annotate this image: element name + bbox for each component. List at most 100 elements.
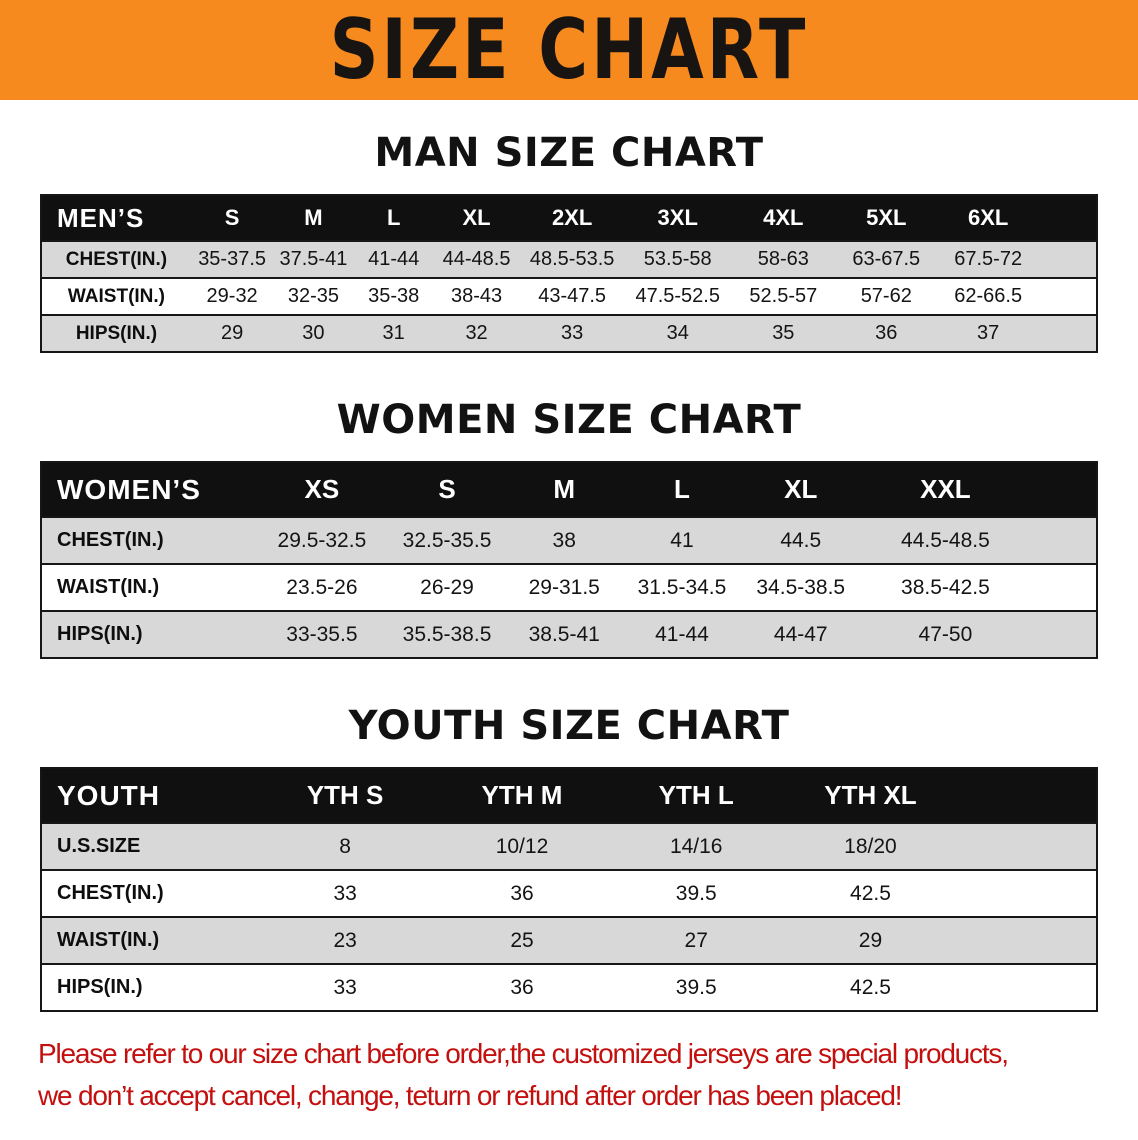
size-header-cell: L (353, 195, 434, 241)
size-header-cell: 3XL (624, 195, 731, 241)
value-cell: 25 (510, 928, 534, 952)
value-cell: 33-35.5 (286, 622, 358, 646)
table-title-cell: YOUTH (41, 768, 256, 823)
value-cell: 39.5 (675, 881, 717, 905)
table-title-cell: WOMEN’S (41, 462, 256, 517)
size-header-cell: XXL (860, 462, 1031, 517)
value-cell: 41-44 (368, 248, 420, 270)
size-header-cell: 2XL (519, 195, 625, 241)
value-cell: 33 (333, 975, 357, 999)
order-notice: Please refer to our size chart before or… (0, 1012, 1138, 1140)
section-women: WOMEN SIZE CHART WOMEN’S XS S M L XL XXL CHEST(I… (0, 397, 1138, 659)
value-cell: 67.5-72 (954, 248, 1023, 270)
value-cell: 37.5-41 (279, 248, 348, 270)
value-cell: 8 (339, 834, 351, 858)
filler-cell (958, 823, 1097, 870)
table-row: WAIST(IN.) 29-32 32-35 35-38 38-43 43-47.5 47.… (41, 278, 1097, 315)
notice-line-2: we don’t accept cancel, change, teturn o… (38, 1080, 903, 1111)
table-row: HIPS(IN.) 33-35.5 35.5-38.5 38.5-41 41-44 44-… (41, 611, 1097, 658)
value-cell: 35.5-38.5 (402, 622, 492, 646)
value-cell: 44-47 (773, 622, 828, 646)
value-cell: 35 (772, 322, 795, 344)
table-row: U.S.SIZE 8 10/12 14/16 18/20 (41, 823, 1097, 870)
value-cell: 38 (552, 528, 576, 552)
value-cell: 18/20 (844, 834, 897, 858)
filler-cell (1030, 611, 1097, 658)
title-banner: SIZE CHART (0, 0, 1138, 100)
table-row: CHEST(IN.) 33 36 39.5 42.5 (41, 870, 1097, 917)
row-label-cell: WAIST(IN.) (67, 285, 166, 307)
value-cell: 47-50 (918, 622, 973, 646)
value-cell: 23.5-26 (286, 575, 358, 599)
value-cell: 14/16 (669, 834, 723, 858)
header-row: YOUTH YTH S YTH M YTH L YTH XL (41, 768, 1097, 823)
size-header-cell: S (388, 462, 506, 517)
row-label-cell: CHEST(IN.) (57, 529, 164, 551)
men-section-heading: MAN SIZE CHART (374, 130, 764, 176)
value-cell: 29 (858, 928, 883, 952)
table-row: HIPS(IN.) 29 30 31 32 33 34 35 36 37 (41, 315, 1097, 352)
value-cell: 48.5-53.5 (529, 248, 615, 270)
size-header-cell: S (190, 195, 274, 241)
value-cell: 42.5 (850, 975, 891, 999)
value-cell: 32-35 (287, 285, 339, 307)
row-label-cell: HIPS(IN.) (57, 976, 143, 998)
value-cell: 32.5-35.5 (402, 528, 492, 552)
table-title-cell: MEN’S (41, 195, 191, 241)
value-cell: 58-63 (757, 248, 809, 270)
filler-cell (1030, 462, 1097, 517)
value-cell: 39.5 (675, 975, 717, 999)
row-label-cell: U.S.SIZE (57, 835, 141, 857)
value-cell: 57-62 (860, 285, 912, 307)
youth-size-table: YOUTH YTH S YTH M YTH L YTH XL U.S.SIZE 8 10/12… (40, 767, 1098, 1012)
row-label-cell: HIPS(IN.) (75, 322, 158, 344)
filler-cell (958, 870, 1097, 917)
value-cell: 52.5-57 (749, 285, 818, 307)
value-cell: 32 (465, 322, 488, 344)
filler-cell (1039, 195, 1097, 241)
filler-cell (957, 768, 1097, 823)
page-title: SIZE CHART (329, 1, 809, 99)
size-header-cell: YTH L (609, 768, 784, 823)
row-label-cell: HIPS(IN.) (57, 623, 143, 645)
value-cell: 26-29 (420, 575, 474, 599)
value-cell: 30 (302, 322, 325, 344)
size-header-cell: 5XL (836, 195, 937, 241)
value-cell: 38-43 (450, 285, 503, 307)
men-size-table: MEN’S S M L XL 2XL 3XL 4XL 5XL 6XL CHEST(IN.) 35-37… (40, 194, 1098, 353)
value-cell: 43-47.5 (538, 285, 607, 307)
notice-line-1: Please refer to our size chart before or… (38, 1038, 1009, 1069)
size-chart-sections: MAN SIZE CHART MEN’S S M L XL 2XL 3XL 4XL 5XL 6XL C… (0, 130, 1138, 1012)
value-cell: 31 (382, 322, 405, 344)
table-row: HIPS(IN.) 33 36 39.5 42.5 (41, 964, 1097, 1011)
value-cell: 31.5-34.5 (637, 575, 727, 599)
size-header-cell: XS (255, 462, 389, 517)
size-header-cell: M (505, 462, 623, 517)
filler-cell (1040, 315, 1097, 352)
value-cell: 47.5-52.5 (635, 285, 720, 307)
header-row: MEN’S S M L XL 2XL 3XL 4XL 5XL 6XL (41, 195, 1097, 241)
size-header-cell: 4XL (730, 195, 837, 241)
size-header-cell: YTH XL (783, 768, 958, 823)
row-label-cell: CHEST(IN.) (65, 248, 168, 270)
filler-cell (1030, 517, 1097, 564)
youth-section-heading: YOUTH SIZE CHART (348, 703, 790, 749)
value-cell: 29 (220, 322, 244, 344)
section-youth: YOUTH SIZE CHART YOUTH YTH S YTH M YTH L YTH … (0, 703, 1138, 1012)
table-row: WAIST(IN.) 23 25 27 29 (41, 917, 1097, 964)
value-cell: 41-44 (655, 622, 709, 646)
value-cell: 33 (333, 881, 357, 905)
value-cell: 36 (510, 975, 534, 999)
table-row: CHEST(IN.) 35-37.5 37.5-41 41-44 44-48.5 48.5… (41, 241, 1097, 278)
filler-cell (958, 964, 1097, 1011)
value-cell: 63-67.5 (852, 248, 921, 270)
women-size-table: WOMEN’S XS S M L XL XXL CHEST(IN.) 29.5-32.5 32.5… (40, 461, 1098, 659)
table-row: WAIST(IN.) 23.5-26 26-29 29-31.5 31.5-34.5 34… (41, 564, 1097, 611)
size-header-cell: 6XL (936, 195, 1040, 241)
value-cell: 36 (875, 322, 898, 344)
women-section-heading: WOMEN SIZE CHART (336, 397, 802, 443)
value-cell: 62-66.5 (954, 285, 1023, 307)
value-cell: 53.5-58 (643, 248, 712, 270)
value-cell: 38.5-41 (528, 622, 600, 646)
